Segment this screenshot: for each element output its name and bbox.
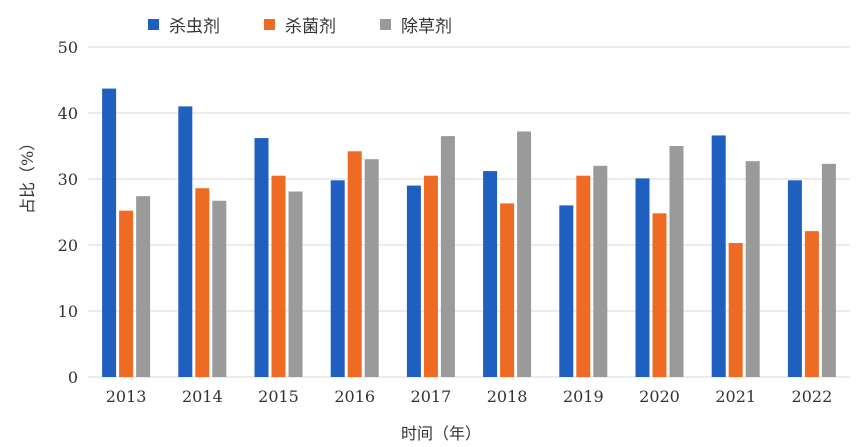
bar-2014-series-2	[212, 200, 227, 377]
bar-2014-series-1	[195, 188, 210, 377]
legend-item-insecticide: 杀虫剂	[148, 12, 220, 37]
bar-2022-series-1	[804, 231, 819, 377]
bar-2020-series-1	[652, 213, 667, 377]
x-tick-label-2016: 2016	[334, 387, 375, 406]
legend-swatch-insecticide	[148, 19, 159, 30]
legend: 杀虫剂 杀菌剂 除草剂	[148, 12, 452, 37]
bar-2016-series-1	[347, 151, 362, 377]
x-tick-label-2022: 2022	[792, 387, 833, 406]
bar-2013-series-0	[102, 88, 117, 377]
x-tick-label-2019: 2019	[563, 387, 604, 406]
y-tick-label-0: 0	[68, 368, 78, 387]
x-tick-label-2018: 2018	[487, 387, 528, 406]
bar-2021-series-0	[711, 135, 726, 377]
legend-label-herbicide: 除草剂	[401, 17, 452, 37]
bar-2016-series-0	[330, 180, 345, 377]
bar-2017-series-1	[423, 175, 438, 377]
bar-2018-series-0	[483, 171, 498, 377]
bar-2021-series-1	[728, 243, 743, 377]
x-axis-title: 时间（年）	[400, 424, 481, 443]
y-tick-label-50: 50	[58, 38, 78, 57]
bar-2020-series-2	[669, 146, 684, 377]
bar-2015-series-1	[271, 175, 286, 377]
legend-swatch-herbicide	[380, 19, 391, 30]
bar-2018-series-2	[517, 131, 532, 377]
bar-2013-series-1	[119, 210, 134, 377]
bar-2022-series-2	[821, 163, 836, 377]
x-tick-label-2021: 2021	[715, 387, 756, 406]
y-tick-label-10: 10	[58, 302, 78, 321]
bar-2019-series-0	[559, 205, 574, 377]
legend-label-insecticide: 杀虫剂	[169, 17, 220, 37]
legend-label-fungicide: 杀菌剂	[285, 17, 336, 37]
bar-2019-series-1	[576, 175, 591, 377]
y-tick-label-20: 20	[58, 236, 78, 255]
bar-2017-series-2	[440, 136, 455, 377]
bar-2013-series-2	[136, 196, 151, 377]
bar-2016-series-2	[364, 159, 379, 377]
bar-2022-series-0	[787, 180, 802, 377]
legend-item-herbicide: 除草剂	[380, 12, 452, 37]
x-tick-label-2020: 2020	[639, 387, 680, 406]
bar-2018-series-1	[500, 203, 515, 377]
bar-2021-series-2	[745, 161, 760, 377]
bar-2017-series-0	[406, 185, 421, 377]
bar-2019-series-2	[593, 165, 608, 377]
x-tick-label-2015: 2015	[258, 387, 299, 406]
x-tick-label-2014: 2014	[182, 387, 223, 406]
x-tick-label-2017: 2017	[411, 387, 452, 406]
y-tick-label-30: 30	[58, 170, 78, 189]
legend-item-fungicide: 杀菌剂	[264, 12, 336, 37]
bar-2014-series-0	[178, 106, 193, 378]
x-tick-label-2013: 2013	[106, 387, 147, 406]
y-tick-label-40: 40	[58, 104, 78, 123]
bar-2020-series-0	[635, 178, 650, 377]
bar-2015-series-0	[254, 138, 269, 377]
bar-2015-series-2	[288, 191, 303, 377]
legend-swatch-fungicide	[264, 19, 275, 30]
